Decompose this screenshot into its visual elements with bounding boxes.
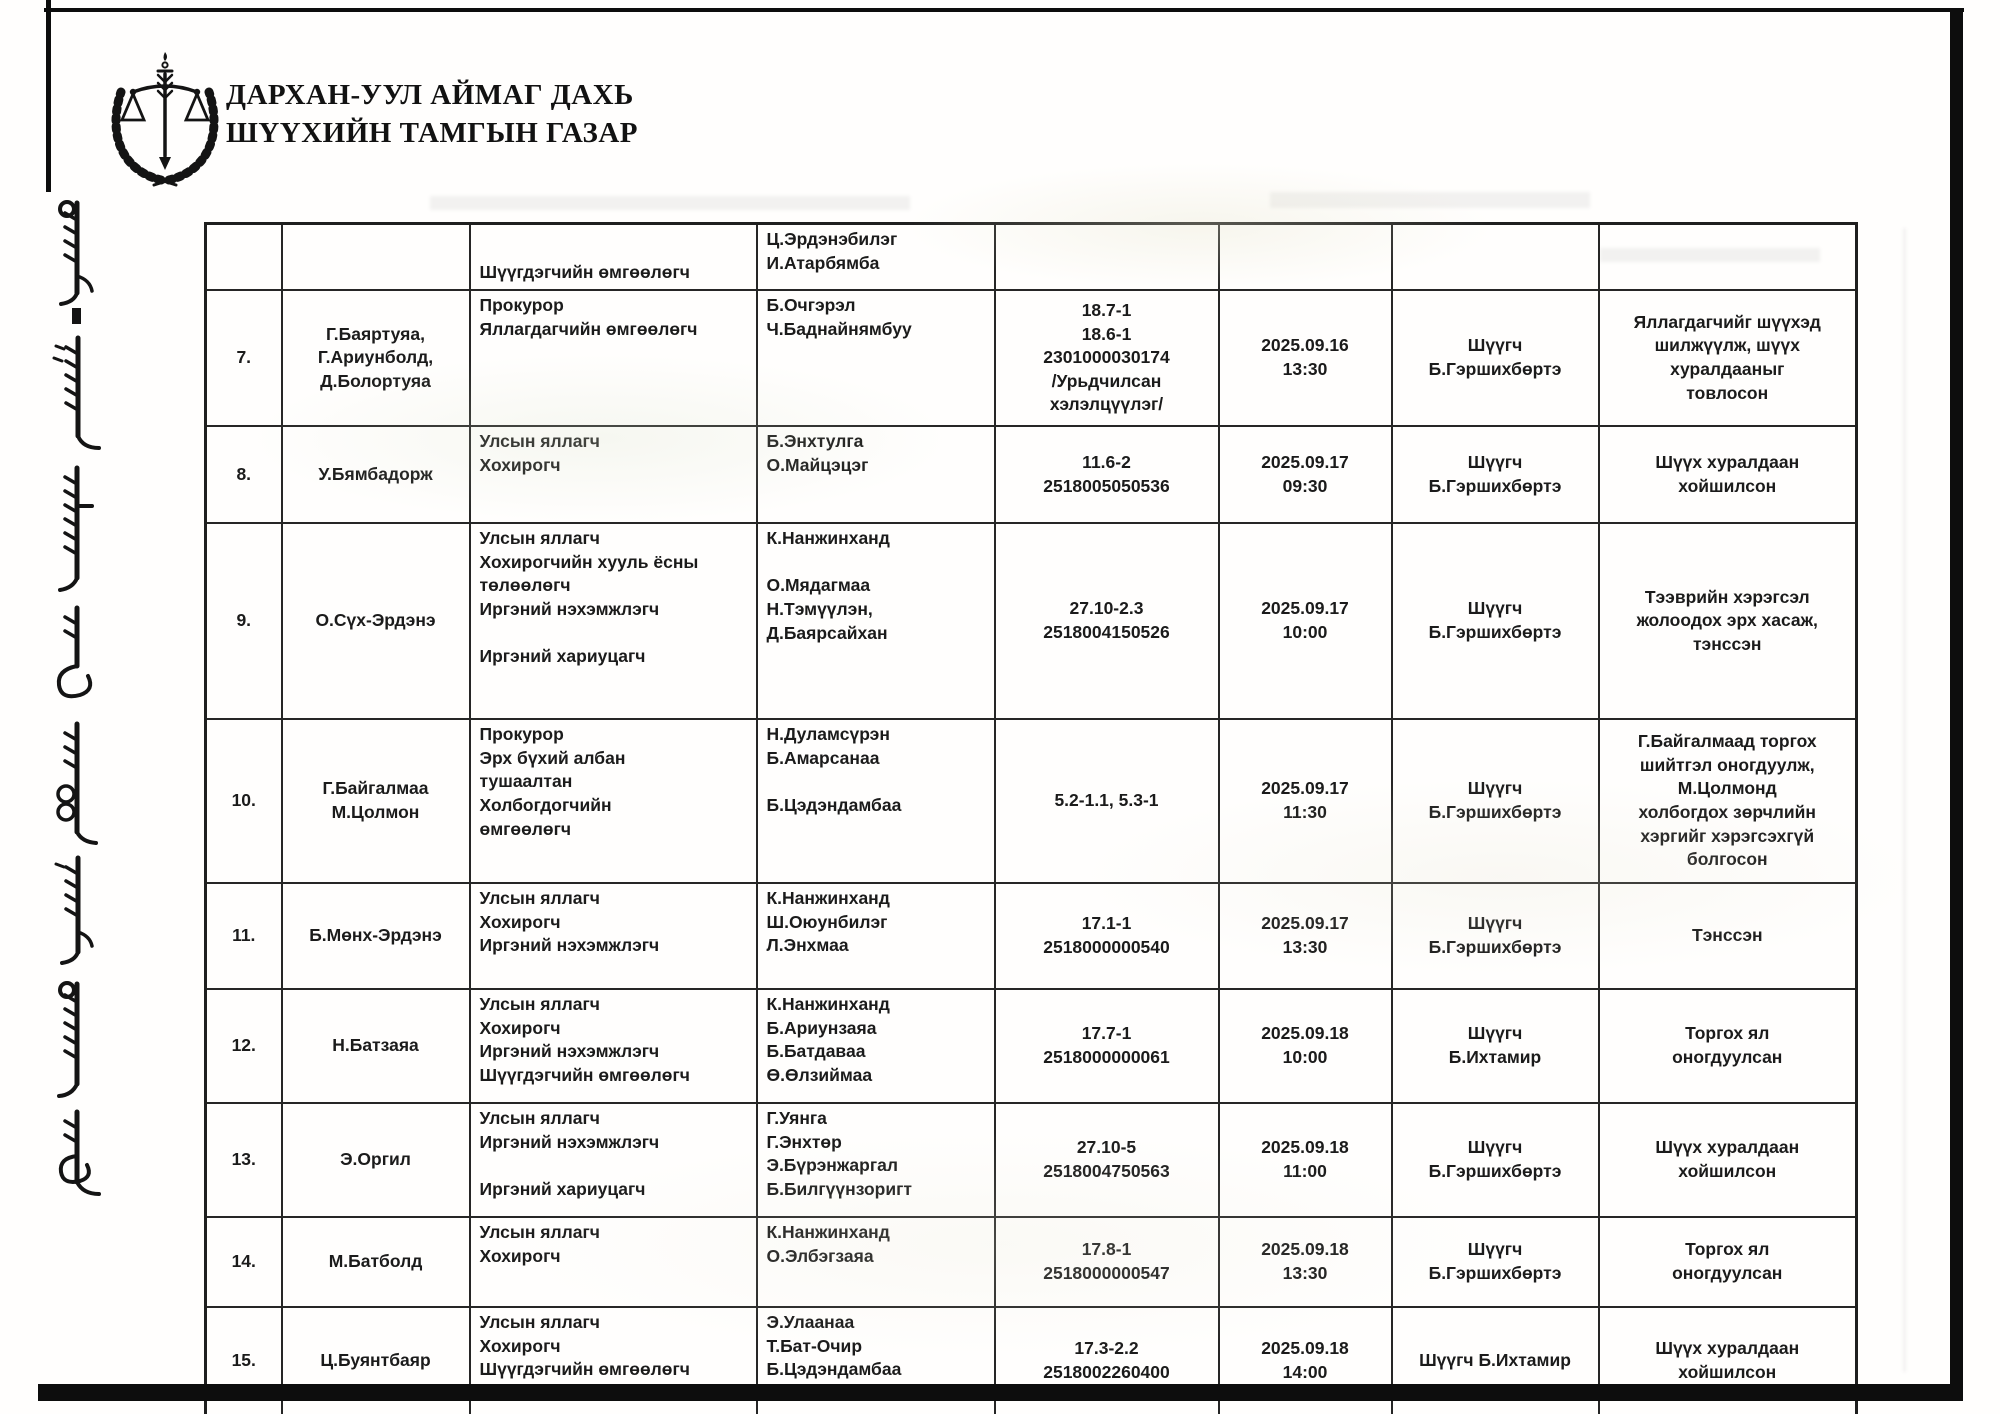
scan-artifact [430,196,910,210]
table-row: 12. Н.Батзаяа Улсын яллагч Хохирогч Иргэ… [204,988,1858,1104]
judge-cell: Шүүгч Б.Гэршихбөртэ [1390,425,1600,524]
hearing-datetime-cell: 2025.09.17 11:30 [1217,718,1393,884]
participant-names-cell: К.Нанжинханд О.Мядагмаа Н.Тэмүүлэн, Д.Ба… [755,522,996,720]
page-border-left-line [46,0,51,192]
judge-cell: Шүүгч Б.Гэршихбөртэ [1390,1102,1600,1218]
outcome-cell: Шүүх хуралдаан хойшилсон [1597,1102,1858,1218]
scan-artifact [1270,192,1590,208]
participant-names-cell: Н.Дуламсүрэн Б.Амарсанаа Б.Цэдэндамбаа [755,718,996,884]
row-number-cell: 12. [204,988,283,1104]
participant-names-cell: К.Нанжинханд Б.Ариунзаяа Б.Батдаваа Ө.Өл… [755,988,996,1104]
defendant-cell: У.Бямбадорж [280,425,471,524]
defendant-cell: Б.Мөнх-Эрдэнэ [280,882,471,990]
judge-cell: Шүүгч Б.Ихтамир [1390,988,1600,1104]
participant-roles-cell: Прокурор Яллагдагчийн өмгөөлөгч [468,289,758,427]
judge-cell: Шүүгч Б.Гэршихбөртэ [1390,289,1600,427]
participant-roles-cell: Улсын яллагч Хохирогч Иргэний нэхэмжлэгч [468,882,758,990]
case-number-cell: 17.1-1 2518000000540 [993,882,1220,990]
case-number-cell: 17.7-1 2518000000061 [993,988,1220,1104]
defendant-cell: М.Батболд [280,1216,471,1308]
row-number-cell [204,222,283,291]
case-number-cell: 27.10-2.3 2518004150526 [993,522,1220,720]
table-row: 7. Г.Баяртуяа, Г.Ариунболд, Д.Болортуяа … [204,289,1858,427]
table-row: 14. М.Батболд Улсын яллагч Хохирогч К.На… [204,1216,1858,1308]
outcome-cell: Торгох ял оногдуулсан [1597,988,1858,1104]
judge-cell: Шүүгч Б.Гэршихбөртэ [1390,522,1600,720]
participant-names-cell: Г.Уянга Г.Энхтөр Э.Бүрэнжаргал Б.Билгүүн… [755,1102,996,1218]
outcome-cell: Тэнссэн [1597,882,1858,990]
defendant-cell: Э.Оргил [280,1102,471,1218]
hearing-datetime-cell: 2025.09.17 13:30 [1217,882,1393,990]
hearing-datetime-cell: 2025.09.18 11:00 [1217,1102,1393,1218]
org-name-line2: ШҮҮХИЙН ТАМГЫН ГАЗАР [226,117,639,149]
case-number-cell: 11.6-2 2518005050536 [993,425,1220,524]
hearing-datetime-cell: 2025.09.18 13:30 [1217,1216,1393,1308]
hearing-datetime-cell: 2025.09.17 09:30 [1217,425,1393,524]
row-number-cell: 7. [204,289,283,427]
judge-cell: Шүүгч Б.Гэршихбөртэ [1390,1216,1600,1308]
outcome-cell: Шүүх хуралдаан хойшилсон [1597,425,1858,524]
page-border-bottom [38,1384,1963,1401]
table-row: 13. Э.Оргил Улсын яллагч Иргэний нэхэмжл… [204,1102,1858,1218]
table-row: 9. О.Сүх-Эрдэнэ Улсын яллагч Хохирогчийн… [204,522,1858,720]
hearing-datetime-cell: 2025.09.18 10:00 [1217,988,1393,1104]
table-row: Шүүгдэгчийн өмгөөлөгч Ц.Эрдэнэбилэг И.Ат… [204,222,1858,291]
page-border-right [1950,8,1963,1400]
defendant-cell [280,222,471,291]
case-number-cell: 5.2-1.1, 5.3-1 [993,718,1220,884]
defendant-cell: Н.Батзаяа [280,988,471,1104]
case-number-cell: 27.10-5 2518004750563 [993,1102,1220,1218]
participant-names-cell: Ц.Эрдэнэбилэг И.Атарбямба [755,222,996,291]
participant-names-cell: К.Нанжинханд Ш.Оюунбилэг Л.Энхмаа [755,882,996,990]
case-number-cell: 18.7-1 18.6-1 2301000030174 /Урьдчилсан … [993,289,1220,427]
row-number-cell: 8. [204,425,283,524]
table-row: 8. У.Бямбадорж Улсын яллагч Хохирогч Б.Э… [204,425,1858,524]
outcome-cell: Тээврийн хэрэгсэл жолоодох эрх хасаж, тэ… [1597,522,1858,720]
outcome-cell: Г.Байгалмаад торгох шийтгэл оногдуулж, М… [1597,718,1858,884]
table-row: 11. Б.Мөнх-Эрдэнэ Улсын яллагч Хохирогч … [204,882,1858,990]
outcome-cell: Яллагдагчийг шүүхэд шилжүүлж, шүүх хурал… [1597,289,1858,427]
case-number-cell [993,222,1220,291]
table-row: 10. Г.Байгалмаа М.Цолмон Прокурор Эрх бү… [204,718,1858,884]
participant-roles-cell: Улсын яллагч Иргэний нэхэмжлэгч Иргэний … [468,1102,758,1218]
org-name-line1: ДАРХАН-УУЛ АЙМАГ ДАХЬ [226,79,634,111]
outcome-cell [1597,222,1858,291]
row-number-cell: 13. [204,1102,283,1218]
defendant-cell: Г.Баяртуяа, Г.Ариунболд, Д.Болортуяа [280,289,471,427]
participant-roles-cell: Шүүгдэгчийн өмгөөлөгч [468,222,758,291]
judge-cell: Шүүгч Б.Гэршихбөртэ [1390,882,1600,990]
org-name: ДАРХАН-УУЛ АЙМАГ ДАХЬ ШҮҮХИЙН ТАМГЫН ГАЗ… [226,76,638,152]
page-border-top [44,8,1964,12]
traditional-mongolian-script [52,200,101,1196]
participant-roles-cell: Улсын яллагч Хохирогч [468,1216,758,1308]
judge-cell [1390,222,1600,291]
defendant-cell: Г.Байгалмаа М.Цолмон [280,718,471,884]
row-number-cell: 14. [204,1216,283,1308]
hearing-datetime-cell: 2025.09.16 13:30 [1217,289,1393,427]
participant-names-cell: Б.Очгэрэл Ч.Баднайнямбуу [755,289,996,427]
participant-roles-cell: Прокурор Эрх бүхий албан тушаалтан Холбо… [468,718,758,884]
hearing-schedule-table: Шүүгдэгчийн өмгөөлөгч Ц.Эрдэнэбилэг И.Ат… [204,222,1858,1414]
scan-artifact [1903,228,1906,1372]
participant-roles-cell: Улсын яллагч Хохирогч [468,425,758,524]
row-number-cell: 10. [204,718,283,884]
court-emblem-logo [111,52,219,187]
row-number-cell: 11. [204,882,283,990]
defendant-cell: О.Сүх-Эрдэнэ [280,522,471,720]
participant-roles-cell: Улсын яллагч Хохирогч Иргэний нэхэмжлэгч… [468,988,758,1104]
hearing-datetime-cell [1217,222,1393,291]
case-number-cell: 17.8-1 2518000000547 [993,1216,1220,1308]
outcome-cell: Торгох ял оногдуулсан [1597,1216,1858,1308]
participant-names-cell: Б.Энхтулга О.Майцэцэг [755,425,996,524]
row-number-cell: 9. [204,522,283,720]
participant-names-cell: К.Нанжинханд О.Элбэгзаяа [755,1216,996,1308]
judge-cell: Шүүгч Б.Гэршихбөртэ [1390,718,1600,884]
hearing-datetime-cell: 2025.09.17 10:00 [1217,522,1393,720]
participant-roles-cell: Улсын яллагч Хохирогчийн хууль ёсны төлө… [468,522,758,720]
